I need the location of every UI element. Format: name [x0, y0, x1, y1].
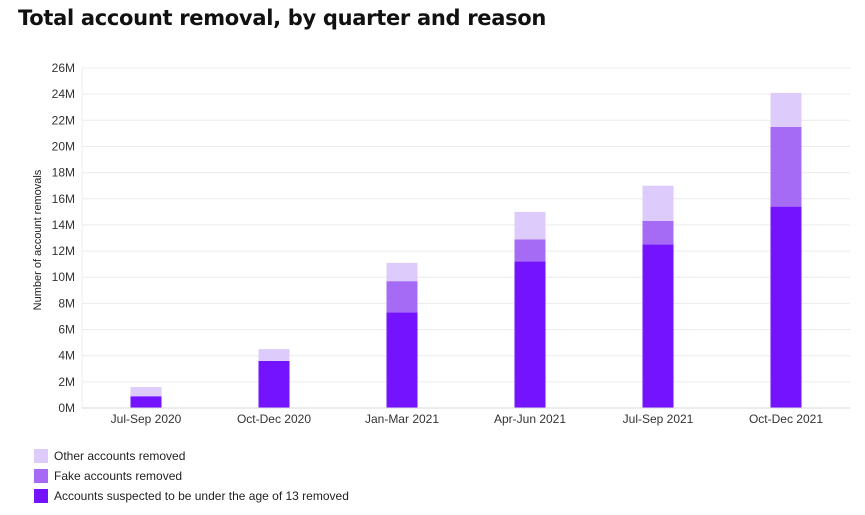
legend-label: Fake accounts removed	[54, 469, 183, 483]
legend-swatch	[34, 469, 48, 483]
chart-title: Total account removal, by quarter and re…	[18, 6, 547, 30]
bar-segment	[514, 211, 546, 240]
bar-segment	[130, 396, 162, 408]
bar-segment	[386, 262, 418, 282]
bar-segment	[514, 261, 546, 408]
bars	[130, 92, 802, 408]
y-tick-label: 12M	[52, 244, 75, 258]
legend-item: Fake accounts removed	[34, 466, 349, 486]
y-tick-label: 20M	[52, 139, 75, 153]
bar-segment	[770, 92, 802, 127]
bar-segment	[642, 185, 674, 221]
y-tick-label: 8M	[58, 296, 75, 310]
y-tick-label: 0M	[58, 401, 75, 415]
legend: Other accounts removed Fake accounts remo…	[34, 446, 349, 506]
x-tick-label: Jan-Mar 2021	[365, 412, 439, 426]
bar-segment	[130, 387, 162, 397]
bar-segment	[258, 360, 290, 408]
legend-label: Other accounts removed	[54, 449, 186, 463]
y-axis-label: Number of account removals	[32, 169, 44, 310]
y-tick-label: 10M	[52, 270, 75, 284]
y-tick-label: 26M	[52, 61, 75, 75]
x-tick-label: Oct-Dec 2020	[237, 412, 311, 426]
bar-segment	[258, 349, 290, 361]
bar-segment	[770, 126, 802, 207]
gridlines	[81, 67, 850, 408]
y-tick-label: 4M	[58, 349, 75, 363]
x-axis-ticks: Jul-Sep 2020 Oct-Dec 2020 Jan-Mar 2021 Apr-…	[111, 412, 824, 426]
bar-segment	[386, 312, 418, 408]
bar-segment	[514, 239, 546, 262]
legend-item: Accounts suspected to be under the age o…	[34, 486, 349, 506]
x-tick-label: Apr-Jun 2021	[494, 412, 566, 426]
y-tick-label: 24M	[52, 87, 75, 101]
bar-segment	[642, 221, 674, 245]
bar-segment	[770, 206, 802, 408]
y-tick-label: 16M	[52, 192, 75, 206]
y-tick-label: 14M	[52, 218, 75, 232]
x-tick-label: Oct-Dec 2021	[749, 412, 823, 426]
legend-label: Accounts suspected to be under the age o…	[54, 489, 349, 503]
x-tick-label: Jul-Sep 2020	[111, 412, 182, 426]
y-tick-label: 6M	[58, 323, 75, 337]
legend-item: Other accounts removed	[34, 446, 349, 466]
y-tick-label: 22M	[52, 113, 75, 127]
y-tick-label: 2M	[58, 375, 75, 389]
y-axis-ticks: 0M 2M 4M 6M 8M 10M 12M 14M 16M 18M 20M 22M 24M 26M	[52, 61, 75, 415]
y-tick-label: 18M	[52, 166, 75, 180]
bar-segment	[642, 244, 674, 408]
x-tick-label: Jul-Sep 2021	[623, 412, 694, 426]
legend-swatch	[34, 489, 48, 503]
bar-segment	[386, 281, 418, 313]
legend-swatch	[34, 449, 48, 463]
stacked-bar-chart: 0M 2M 4M 6M 8M 10M 12M 14M 16M 18M 20M 22M 24M 26M Nu…	[32, 61, 850, 426]
